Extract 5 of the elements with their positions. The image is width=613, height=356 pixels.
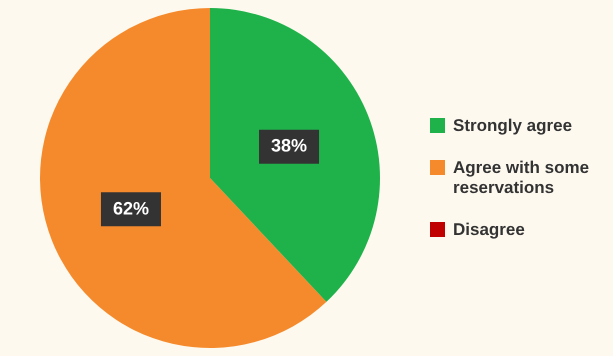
legend-label: Agree with some reservations (453, 158, 590, 198)
legend-label: Disagree (453, 220, 525, 240)
data-label: 62% (112, 198, 149, 218)
data-label: 38% (271, 136, 308, 156)
legend-label: Strongly agree (453, 116, 572, 136)
